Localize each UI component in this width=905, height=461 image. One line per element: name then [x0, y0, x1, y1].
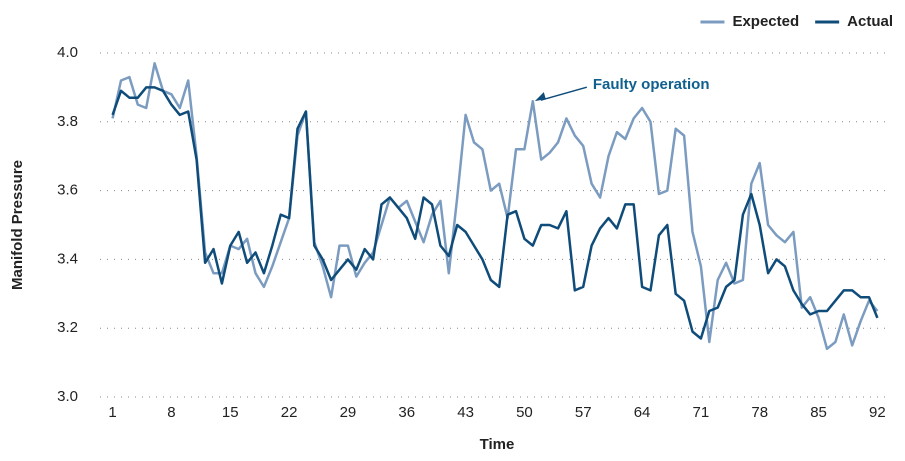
annotation-arrowhead	[534, 92, 546, 102]
x-tick-label: 1	[108, 404, 116, 421]
series-line	[111, 62, 879, 351]
x-tick-label: 78	[751, 404, 768, 421]
y-axis-label: Manifold Pressure	[9, 160, 26, 290]
x-tick-label: 22	[281, 404, 298, 421]
y-tick-label: 3.8	[57, 113, 78, 130]
x-tick-label: 57	[575, 404, 592, 421]
y-tick-label: 3.0	[57, 388, 78, 405]
x-tick-label: 50	[516, 404, 533, 421]
x-tick-label: 36	[398, 404, 415, 421]
x-tick-label: 15	[222, 404, 239, 421]
x-tick-label: 43	[457, 404, 474, 421]
x-tick-label: 85	[810, 404, 827, 421]
x-tick-label: 29	[340, 404, 357, 421]
y-tick-label: 3.4	[57, 250, 78, 267]
x-tick-label: 92	[869, 404, 886, 421]
x-tick-label: 71	[693, 404, 710, 421]
x-tick-label: 8	[167, 404, 175, 421]
y-tick-label: 3.2	[57, 319, 78, 336]
annotation-text: Faulty operation	[593, 76, 710, 93]
series-line	[111, 86, 879, 340]
x-axis-label: Time	[480, 436, 515, 453]
x-tick-label: 64	[634, 404, 651, 421]
y-tick-label: 4.0	[57, 44, 78, 61]
y-tick-label: 3.6	[57, 182, 78, 199]
legend-label: Actual	[847, 13, 893, 30]
legend-label: Expected	[732, 13, 799, 30]
annotation-arrow	[540, 86, 588, 101]
